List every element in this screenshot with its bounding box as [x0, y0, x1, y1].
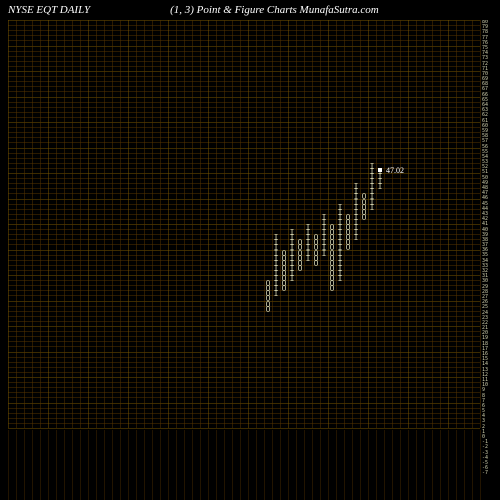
bottom-stripe	[16, 430, 17, 500]
bottom-stripe	[344, 430, 345, 500]
bottom-stripe	[24, 430, 25, 500]
bottom-stripe	[328, 430, 329, 500]
bottom-stripe	[392, 430, 393, 500]
bottom-stripe	[232, 430, 233, 500]
grid-line-vertical	[480, 20, 481, 428]
bottom-stripe	[288, 430, 289, 500]
pf-o-cell: O	[296, 265, 304, 270]
pf-o-cell: O	[264, 306, 272, 311]
bottom-stripe	[280, 430, 281, 500]
bottom-stripe	[72, 430, 73, 500]
bottom-stripe	[216, 430, 217, 500]
pf-x-cell: I	[368, 204, 376, 209]
bottom-stripe	[296, 430, 297, 500]
bottom-stripe	[48, 430, 49, 500]
chart-title-right: (1, 3) Point & Figure Charts MunafaSutra…	[170, 4, 379, 16]
bottom-stripe	[408, 430, 409, 500]
bottom-stripe	[368, 430, 369, 500]
y-axis-tick: -7	[482, 471, 500, 476]
pf-x-cell: I	[336, 275, 344, 280]
bottom-stripe	[376, 430, 377, 500]
bottom-stripe	[88, 430, 89, 500]
bottom-stripe	[96, 430, 97, 500]
bottom-stripe	[40, 430, 41, 500]
pf-o-cell: O	[328, 285, 336, 290]
bottom-stripe	[208, 430, 209, 500]
bottom-stripe	[400, 430, 401, 500]
pf-x-cell: I	[304, 255, 312, 260]
pf-x-cell: I	[376, 183, 384, 188]
bottom-stripe	[176, 430, 177, 500]
bottom-stripe	[264, 430, 265, 500]
bottom-stripe	[136, 430, 137, 500]
bottom-stripe	[440, 430, 441, 500]
bottom-stripe	[240, 430, 241, 500]
bottom-stripe	[304, 430, 305, 500]
grid-line-horizontal	[8, 428, 480, 429]
bottom-stripe	[432, 430, 433, 500]
pf-x-cell: I	[272, 290, 280, 295]
price-marker-square	[378, 168, 382, 172]
bottom-stripe	[360, 430, 361, 500]
bottom-stripe	[192, 430, 193, 500]
bottom-stripe	[56, 430, 57, 500]
bottom-stripe	[120, 430, 121, 500]
bottom-stripe	[144, 430, 145, 500]
bottom-stripe	[472, 430, 473, 500]
bottom-stripe	[152, 430, 153, 500]
bottom-stripe	[32, 430, 33, 500]
bottom-stripe	[168, 430, 169, 500]
bottom-stripe	[104, 430, 105, 500]
bottom-stripe	[464, 430, 465, 500]
bottom-stripe	[320, 430, 321, 500]
bottom-stripe	[200, 430, 201, 500]
bottom-stripe	[416, 430, 417, 500]
bottom-stripe	[184, 430, 185, 500]
chart-container: NYSE EQT DAILY (1, 3) Point & Figure Cha…	[0, 0, 500, 500]
pf-x-cell: I	[352, 234, 360, 239]
bottom-stripe	[424, 430, 425, 500]
bottom-stripe	[480, 430, 481, 500]
bottom-stripe	[384, 430, 385, 500]
chart-title-left: NYSE EQT DAILY	[8, 4, 90, 16]
pf-x-cell: I	[320, 250, 328, 255]
chart-bottom-area	[8, 430, 480, 500]
bottom-stripe	[80, 430, 81, 500]
bottom-stripe	[312, 430, 313, 500]
bottom-stripe	[248, 430, 249, 500]
point-figure-columns: OOOOOOIIIIIIIIIIIIOOOOOOOOIIIIIIIIIIOOOO…	[8, 20, 480, 428]
pf-o-cell: O	[312, 260, 320, 265]
pf-o-cell: O	[344, 244, 352, 249]
bottom-stripe	[8, 430, 9, 500]
bottom-stripe	[336, 430, 337, 500]
bottom-stripe	[256, 430, 257, 500]
bottom-stripe	[224, 430, 225, 500]
pf-o-cell: O	[360, 214, 368, 219]
bottom-stripe	[456, 430, 457, 500]
bottom-stripe	[112, 430, 113, 500]
bottom-stripe	[160, 430, 161, 500]
bottom-stripe	[352, 430, 353, 500]
pf-x-cell: I	[288, 275, 296, 280]
bottom-stripe	[272, 430, 273, 500]
y-axis-labels: 8079787776757473727170696867666564636261…	[482, 20, 500, 480]
pf-o-cell: O	[280, 285, 288, 290]
bottom-stripe	[448, 430, 449, 500]
bottom-stripe	[128, 430, 129, 500]
bottom-stripe	[64, 430, 65, 500]
chart-header: NYSE EQT DAILY (1, 3) Point & Figure Cha…	[0, 0, 500, 20]
price-marker-label: 47.02	[386, 166, 404, 175]
